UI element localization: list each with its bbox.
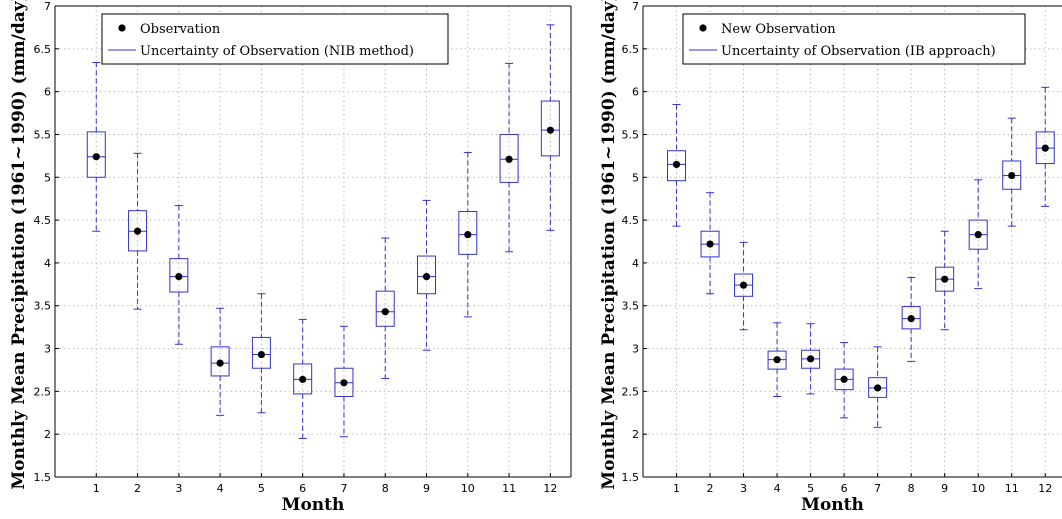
panel2-x-tick-label-10: 10 xyxy=(971,482,985,495)
panel1-observation-point-6 xyxy=(299,375,307,383)
panel1-box-10 xyxy=(458,211,478,255)
panel2-observation-point-12 xyxy=(1041,144,1049,152)
panel1-x-tick-label-11: 11 xyxy=(502,482,516,495)
panel2-y-tick-label-6: 4.5 xyxy=(622,214,640,227)
panel1-legend-box xyxy=(101,13,449,65)
panel1-box-11 xyxy=(499,133,519,183)
panel2-observation-point-3 xyxy=(739,281,748,289)
panel2-observation-point-1 xyxy=(672,160,681,169)
panel1-y-tick-label-5: 4 xyxy=(44,257,51,270)
panel2-observation-point-6 xyxy=(840,375,848,383)
panel2-observation-point-10 xyxy=(974,231,982,239)
panel1-y-tick-label-8: 5.5 xyxy=(34,128,52,141)
panel1-observation-point-3 xyxy=(175,273,183,281)
panel2-x-tick-label-6: 6 xyxy=(841,482,848,495)
panel1-y-tick-label-2: 2.5 xyxy=(34,385,52,398)
panel1-y-tick-label-10: 6.5 xyxy=(34,43,52,56)
panel2-observation-point-7 xyxy=(874,384,882,392)
panel2-box-1 xyxy=(667,150,687,182)
panel1-observation-point-5 xyxy=(257,350,265,359)
panel1-box-1 xyxy=(86,131,106,178)
panel2-legend-point-marker xyxy=(699,24,707,32)
panel1-y-tick-label-1: 2 xyxy=(44,428,51,441)
panel1-y-tick-label-6: 4.5 xyxy=(34,214,52,227)
panel1-observation-point-12 xyxy=(546,126,554,134)
panel2-x-tick-label-8: 8 xyxy=(908,482,915,495)
panel1-x-tick-label-10: 10 xyxy=(461,482,475,495)
panel2-y-tick-label-7: 5 xyxy=(632,171,639,184)
panel1-observation-point-4 xyxy=(216,359,224,367)
panel1-observation-point-7 xyxy=(340,379,348,387)
panel2-legend-range-label: Uncertainty of Observation (IB approach) xyxy=(721,44,996,59)
panel2-x-tick-label-12: 12 xyxy=(1038,482,1052,495)
panel1-x-tick-label-6: 6 xyxy=(299,482,306,495)
panel1-box-12 xyxy=(540,100,560,157)
panel1-observation-point-9 xyxy=(422,273,431,281)
panel1-x-tick-label-8: 8 xyxy=(382,482,389,495)
panel2-legend-point-label: New Observation xyxy=(721,22,836,37)
panel2-observation-point-11 xyxy=(1008,171,1016,180)
panel2-x-tick-label-1: 1 xyxy=(673,482,680,495)
panel1-x-tick-label-9: 9 xyxy=(423,482,430,495)
panel2-y-tick-label-5: 4 xyxy=(632,257,639,270)
panel1-box-5 xyxy=(251,336,271,369)
panel2-observation-point-2 xyxy=(706,240,714,248)
panel1-x-tick-label-5: 5 xyxy=(258,482,265,495)
panel1-x-tick-label-12: 12 xyxy=(543,482,557,495)
panel2-x-tick-label-3: 3 xyxy=(740,482,747,495)
panel1-x-tick-label-7: 7 xyxy=(340,482,347,495)
panel2-y-tick-label-1: 2 xyxy=(632,428,639,441)
panel2-y-tick-label-2: 2.5 xyxy=(622,385,640,398)
panel1-box-8 xyxy=(375,290,395,327)
panel2-y-tick-label-4: 3.5 xyxy=(622,300,640,313)
panel2-y-tick-label-3: 3 xyxy=(632,343,639,356)
panel1-x-tick-label-3: 3 xyxy=(175,482,182,495)
panel1-box-4 xyxy=(210,346,230,377)
panel2-x-axis-label: Month xyxy=(801,495,864,515)
panel1-y-tick-label-7: 5 xyxy=(44,171,51,184)
panel2-legend-box xyxy=(682,13,1026,65)
panel1-legend-point-marker xyxy=(118,24,126,32)
panel2-observation-point-5 xyxy=(807,355,815,363)
panel2-y-tick-label-0: 1.5 xyxy=(622,471,640,484)
panel2-y-tick-label-11: 7 xyxy=(632,0,639,13)
panel2-observation-point-4 xyxy=(773,356,781,364)
panel1-observation-point-2 xyxy=(133,227,142,235)
panel1-observation-point-1 xyxy=(92,153,100,161)
panel1-legend-range-label: Uncertainty of Observation (NIB method) xyxy=(140,44,414,59)
panel1-observation-point-8 xyxy=(381,308,389,316)
panel1-box-3 xyxy=(169,258,189,293)
panel2-x-tick-label-11: 11 xyxy=(1005,482,1019,495)
panel2-x-tick-label-2: 2 xyxy=(707,482,714,495)
panel2-x-tick-label-9: 9 xyxy=(941,482,948,495)
panel2-y-tick-label-8: 5.5 xyxy=(622,128,640,141)
panel2-y-tick-label-10: 6.5 xyxy=(622,43,640,56)
panel1-observation-point-11 xyxy=(505,155,513,163)
panel2-y-tick-label-9: 6 xyxy=(632,86,639,99)
panel2-box-8 xyxy=(901,306,921,330)
panel1-x-tick-label-2: 2 xyxy=(134,482,141,495)
panel1-y-axis-label: Monthly Mean Precipitation (1961~1990) (… xyxy=(9,0,29,490)
panel2-observation-point-8 xyxy=(907,314,915,323)
panel1-x-tick-label-1: 1 xyxy=(93,482,100,495)
panel1-y-tick-label-4: 3.5 xyxy=(34,300,52,313)
panel1-legend-point-label: Observation xyxy=(140,22,221,37)
panel1-observation-point-10 xyxy=(464,231,472,239)
panel1-y-tick-label-11: 7 xyxy=(44,0,51,13)
panel1-x-tick-label-4: 4 xyxy=(217,482,224,495)
panel1-y-tick-label-3: 3 xyxy=(44,343,51,356)
panel2-y-axis-label: Monthly Mean Precipitation (1961~1990) (… xyxy=(599,0,619,490)
panel1-y-tick-label-9: 6 xyxy=(44,86,51,99)
panel2-x-tick-label-4: 4 xyxy=(774,482,781,495)
panel2-x-tick-label-5: 5 xyxy=(807,482,814,495)
panel1-box-9 xyxy=(417,255,437,295)
panel2-x-tick-label-7: 7 xyxy=(874,482,881,495)
panel2-observation-point-9 xyxy=(941,275,949,283)
panel1-y-tick-label-0: 1.5 xyxy=(34,471,52,484)
panel1-x-axis-label: Month xyxy=(282,495,345,515)
